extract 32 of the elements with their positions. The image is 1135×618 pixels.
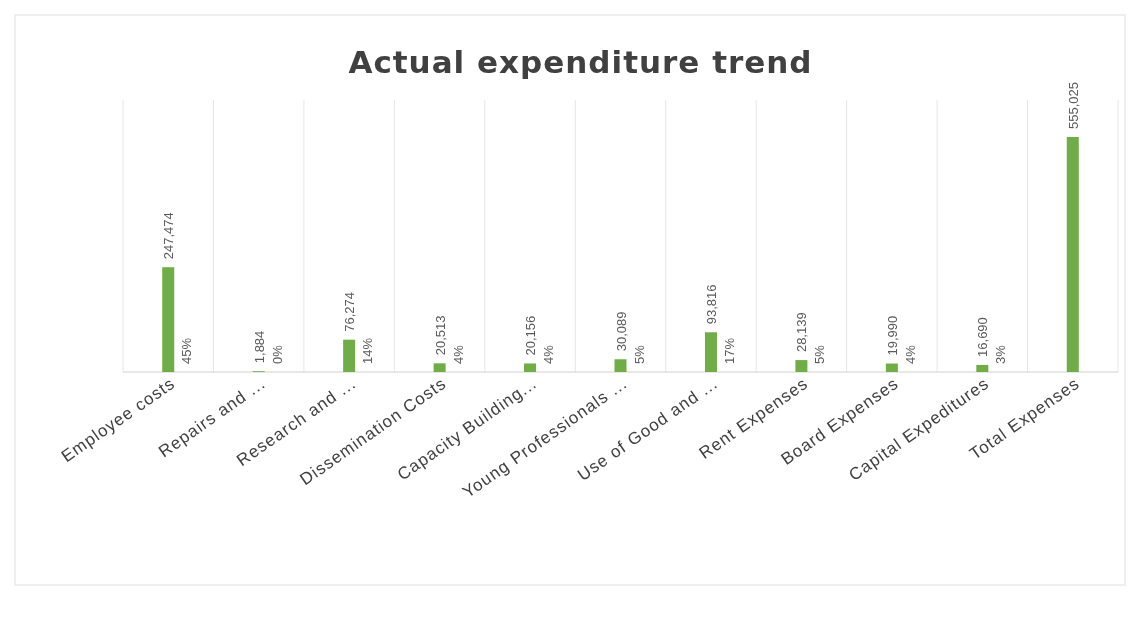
annotation: 3%	[993, 344, 1009, 364]
annotation: 5%	[812, 344, 828, 364]
bar	[614, 359, 627, 372]
bar	[162, 267, 175, 372]
data-label: 76,274	[342, 291, 358, 332]
data-label: 555,025	[1065, 82, 1081, 129]
data-label: 20,513	[432, 315, 448, 356]
data-label: 1,884	[251, 330, 267, 364]
bar	[976, 364, 989, 372]
bar	[1066, 137, 1079, 372]
annotation: 45%	[179, 337, 195, 364]
data-label: 93,816	[703, 284, 719, 325]
annotation: 4%	[450, 344, 466, 364]
bar	[343, 339, 356, 372]
bar	[885, 363, 898, 372]
data-label: 30,089	[613, 311, 629, 352]
chart-title: Actual expenditure trend	[348, 44, 813, 80]
bar	[795, 360, 808, 372]
data-label: 247,474	[161, 212, 177, 260]
bar	[524, 363, 537, 372]
annotation: 17%	[721, 337, 737, 364]
data-label: 19,990	[884, 315, 900, 356]
data-label: 16,690	[975, 317, 991, 357]
data-label: 28,139	[794, 312, 810, 353]
bar	[433, 363, 446, 372]
annotation: 4%	[541, 344, 557, 364]
data-label: 20,156	[523, 315, 539, 356]
annotation: 4%	[902, 344, 918, 364]
annotation: 14%	[360, 337, 376, 364]
annotation: 0%	[269, 344, 285, 364]
annotation: 5%	[631, 344, 647, 364]
bar	[704, 332, 717, 372]
